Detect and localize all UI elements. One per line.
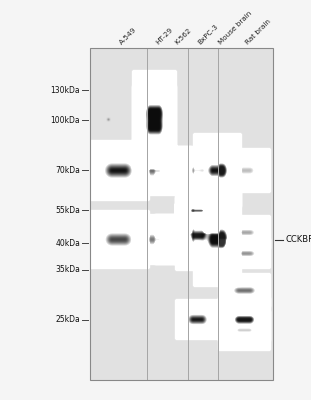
Text: Rat brain: Rat brain [245,18,272,46]
Text: 55kDa: 55kDa [55,206,80,214]
Text: A-549: A-549 [118,27,138,46]
Text: Mouse brain: Mouse brain [217,10,253,46]
Text: K-562: K-562 [173,27,192,46]
Text: 100kDa: 100kDa [50,116,80,125]
Text: 35kDa: 35kDa [55,265,80,274]
Text: 130kDa: 130kDa [50,86,80,95]
Text: 70kDa: 70kDa [55,166,80,175]
Text: 25kDa: 25kDa [55,315,80,324]
Text: BxPC-3: BxPC-3 [197,24,220,46]
Text: 40kDa: 40kDa [55,239,80,248]
Text: CCKBR: CCKBR [285,235,311,244]
Bar [90,48,273,380]
Text: HT-29: HT-29 [155,27,174,46]
